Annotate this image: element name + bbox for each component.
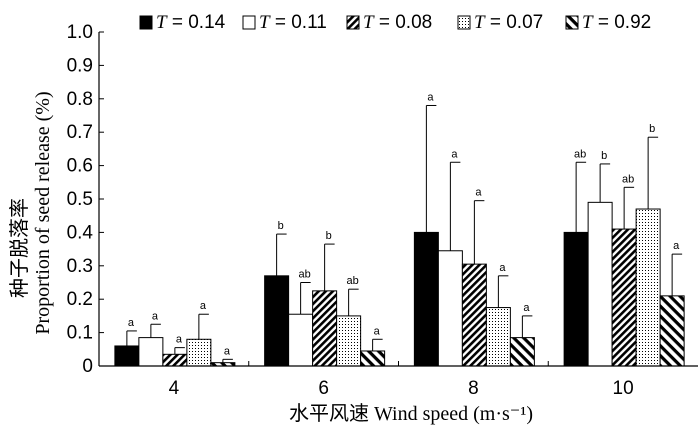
y-axis-title-chinese: 种子脱落率 [8,198,31,298]
significance-label: ab [299,269,311,281]
bar [563,231,589,367]
significance-label: a [374,325,381,337]
legend-entry: T = 0.92 [582,12,651,33]
y-tick-label: 0.7 [67,122,93,143]
y-tick-label: 1.0 [67,22,93,43]
bar [264,275,290,367]
legend-swatch [457,15,471,30]
y-tick-label: 0.2 [67,289,93,310]
bar [611,228,637,367]
y-tick-label: 0.1 [67,323,93,344]
significance-label: ab [622,173,634,185]
y-tick-label: 0 [82,356,93,377]
bar [635,208,661,367]
legend-swatch [565,15,579,30]
bar [437,250,463,367]
significance-label: a [451,148,458,160]
bar [138,337,164,367]
significance-label: b [649,123,655,135]
y-tick-label: 0.4 [67,222,94,243]
x-tick-label: 6 [318,378,329,399]
significance-label: b [601,150,607,162]
bar [312,290,338,367]
significance-label: a [523,302,530,314]
bar [336,315,362,367]
significance-label: a [427,91,434,103]
significance-label: a [152,310,159,322]
significance-label: ab [347,275,359,287]
significance-label: a [673,240,680,252]
bar [587,201,613,367]
significance-label: a [499,262,506,274]
y-tick-label: 0.3 [67,256,93,277]
bar [485,307,511,367]
bar [413,231,439,367]
bar [114,345,140,367]
legend-entry: T = 0.08 [363,12,432,33]
x-tick-label: 8 [468,378,479,399]
axes: 0 0.1 0.2 0.3 0.4 0.5 0.6 0.7 0.8 0.9 1.0 4 6 8 10 [67,22,698,399]
significance-label: a [475,187,482,199]
bar [509,337,535,367]
legend-swatch [139,15,153,30]
significance-label: a [176,334,183,346]
x-axis-title: 水平风速 Wind speed (m·s⁻¹) [289,402,533,425]
significance-label: a [128,317,135,329]
bar [360,350,386,367]
bar [461,263,487,367]
y-axis-title-english: Proportion of seed release (%) [32,91,54,334]
significance-label: b [326,230,332,242]
y-tick-label: 0.9 [67,55,93,76]
significance-label: b [278,220,284,232]
x-tick-label: 10 [613,378,634,399]
significance-label: a [200,300,207,312]
legend-swatch [346,15,360,30]
significance-label: a [224,345,231,357]
x-tick-label: 4 [169,378,180,399]
y-tick-label: 0.5 [67,189,93,210]
legend: T = 0.14 T = 0.11 T = 0.08 T = 0.07 T = 0.92 [139,12,651,33]
significance-label: ab [574,148,586,160]
y-tick-label: 0.8 [67,89,93,110]
legend-entry: T = 0.14 [156,12,226,33]
legend-entry: T = 0.07 [474,12,543,33]
y-tick-label: 0.6 [67,156,93,177]
legend-swatch [242,15,256,30]
bar [186,338,212,367]
bar [288,313,314,367]
bar [162,353,188,367]
bar [659,295,685,367]
legend-entry: T = 0.11 [259,12,327,33]
